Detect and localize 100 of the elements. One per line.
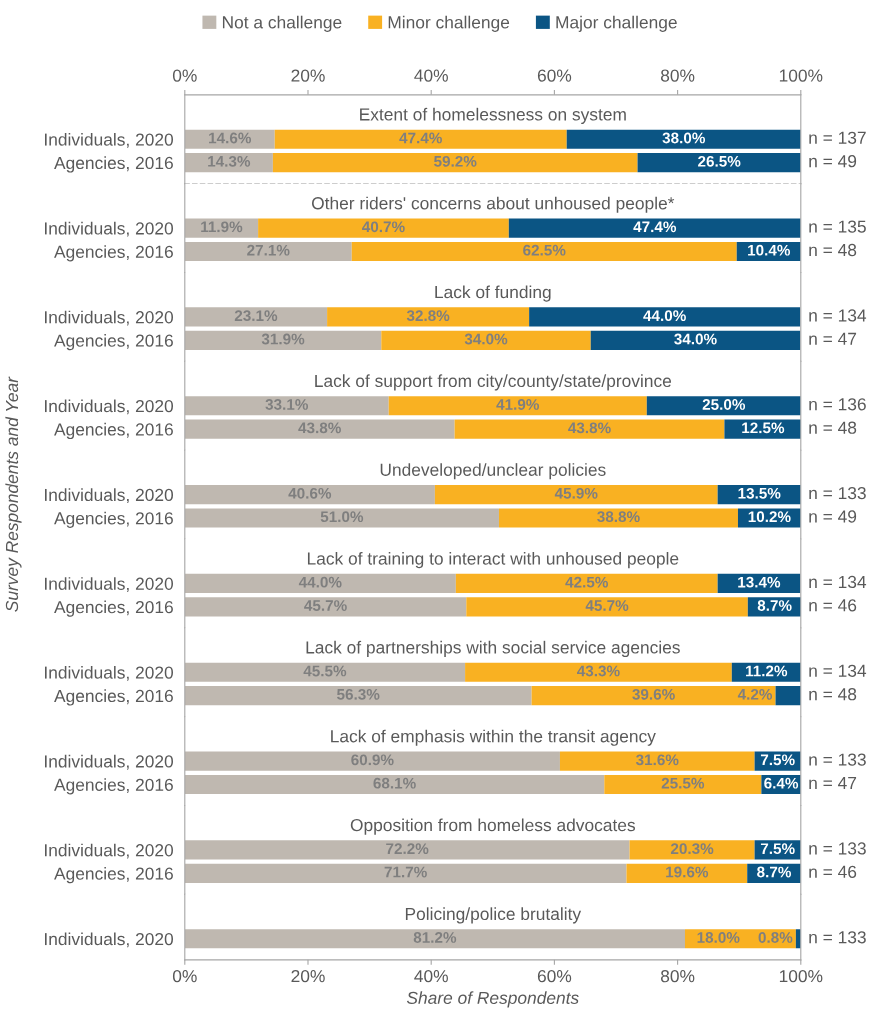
- bar: [498, 508, 738, 528]
- x-tick-label: 40%: [414, 970, 448, 983]
- bar: [184, 307, 328, 327]
- data-label: 44.0%: [298, 576, 342, 588]
- data-label: 32.8%: [406, 310, 450, 322]
- data-label: 38.8%: [597, 511, 640, 523]
- data-label: 26.5%: [698, 155, 741, 167]
- data-label: 81.2%: [413, 932, 457, 943]
- y-tick-label: Agencies, 2016: [54, 422, 173, 440]
- x-tick-label: 0%: [172, 970, 197, 983]
- bar: [184, 929, 685, 949]
- data-label: 11.2%: [746, 665, 788, 677]
- text: n = 134: [809, 309, 867, 322]
- text: n = 47: [809, 332, 857, 345]
- chart-title: Lack of support from city/county/state/province: [315, 374, 672, 391]
- y-tick-label: Individuals, 2020: [45, 132, 174, 148]
- data-label: 34.0%: [464, 333, 508, 345]
- data-label: 38.0%: [662, 132, 706, 144]
- x-tick-label: 100%: [779, 970, 823, 983]
- bar: [327, 307, 530, 327]
- bar: [637, 153, 801, 173]
- bar: [184, 508, 499, 528]
- data-label: 7.5%: [760, 843, 795, 855]
- bar: [455, 573, 718, 594]
- data-label: 41.9%: [496, 399, 540, 410]
- bar: [626, 863, 748, 883]
- chart-title: Lack of funding: [435, 285, 551, 302]
- text: n = 133: [809, 842, 866, 855]
- text: n = 48: [809, 243, 857, 257]
- bar: [604, 774, 762, 795]
- data-label: 43.8%: [298, 422, 341, 434]
- legend-label: Minor challenge: [388, 15, 510, 32]
- data-label: 8.7%: [757, 600, 792, 611]
- data-label: 23.1%: [234, 310, 278, 322]
- data-label: 72.2%: [386, 843, 429, 855]
- x2-tick-label: 60%: [537, 69, 572, 82]
- bar: [184, 573, 456, 594]
- y-tick-label: Agencies, 2016: [54, 867, 173, 884]
- bar: [465, 662, 732, 682]
- data-label: 7.5%: [760, 754, 795, 766]
- chart-title: Opposition from homeless advocates: [350, 818, 635, 835]
- bar: [434, 485, 718, 505]
- text: n = 49: [809, 510, 857, 523]
- bar: [184, 485, 435, 505]
- text: n = 133: [809, 753, 866, 766]
- data-label: 19.6%: [666, 866, 709, 878]
- x2-tick-label: 0%: [172, 69, 197, 82]
- data-label: 60.9%: [351, 754, 394, 766]
- bar: [184, 419, 455, 439]
- bar: [775, 686, 801, 706]
- text: n = 48: [809, 421, 857, 434]
- text: n = 133: [809, 931, 866, 944]
- x-tick-label: 80%: [660, 970, 695, 983]
- text: n = 49: [809, 155, 857, 168]
- text: n = 46: [809, 599, 857, 612]
- data-label: 39.6%: [632, 688, 675, 700]
- bar: [272, 153, 638, 173]
- data-label: 13.4%: [738, 576, 781, 588]
- x-axis-title: Share of Respondents: [406, 991, 579, 1008]
- data-label: 25.0%: [702, 399, 746, 410]
- bar: [566, 129, 801, 149]
- chart-title: Lack of partnerships with social service agencies: [306, 640, 680, 657]
- data-label: 62.5%: [523, 244, 566, 256]
- data-label: 25.5%: [661, 777, 705, 789]
- chart-title: Extent of homelessness on system: [360, 107, 626, 124]
- data-label: 31.6%: [635, 754, 679, 766]
- data-label: 47.4%: [633, 221, 677, 233]
- y-tick-label: Agencies, 2016: [54, 334, 173, 351]
- bar: [646, 396, 801, 416]
- y-tick-label: Agencies, 2016: [54, 689, 173, 706]
- legend-label: Not a challenge: [222, 15, 342, 32]
- text: n = 48: [809, 688, 857, 701]
- bar: [184, 241, 352, 262]
- chart-title: Other riders' concerns about unhoused people*: [311, 196, 675, 213]
- y-axis-title: Survey Respondents and Year: [5, 376, 22, 612]
- data-label: 12.5%: [742, 422, 785, 434]
- text: n = 137: [809, 131, 866, 144]
- bar: [274, 129, 567, 149]
- data-label: 14.6%: [209, 132, 252, 144]
- data-label: 45.9%: [554, 487, 598, 499]
- y-tick-label: Individuals, 2020: [45, 310, 174, 326]
- y-tick-label: Individuals, 2020: [45, 221, 174, 237]
- y-tick-label: Individuals, 2020: [45, 754, 174, 770]
- data-label: 8.7%: [757, 866, 792, 878]
- data-label: 20.3%: [670, 843, 714, 855]
- data-label: 68.1%: [373, 777, 416, 789]
- data-label: 43.8%: [568, 422, 611, 434]
- text: n = 47: [809, 777, 857, 789]
- data-label: 10.4%: [748, 244, 791, 256]
- x-tick-label: 60%: [537, 970, 572, 983]
- text: n = 134: [809, 575, 867, 589]
- data-label: 45.7%: [304, 600, 347, 611]
- bar: [184, 686, 532, 706]
- data-label: 11.9%: [201, 221, 243, 233]
- data-label: 45.5%: [303, 665, 347, 677]
- text: n = 133: [809, 486, 866, 500]
- text: n = 46: [809, 865, 857, 878]
- data-label: 6.4%: [764, 777, 799, 789]
- bar: [388, 396, 647, 416]
- bar: [466, 597, 748, 617]
